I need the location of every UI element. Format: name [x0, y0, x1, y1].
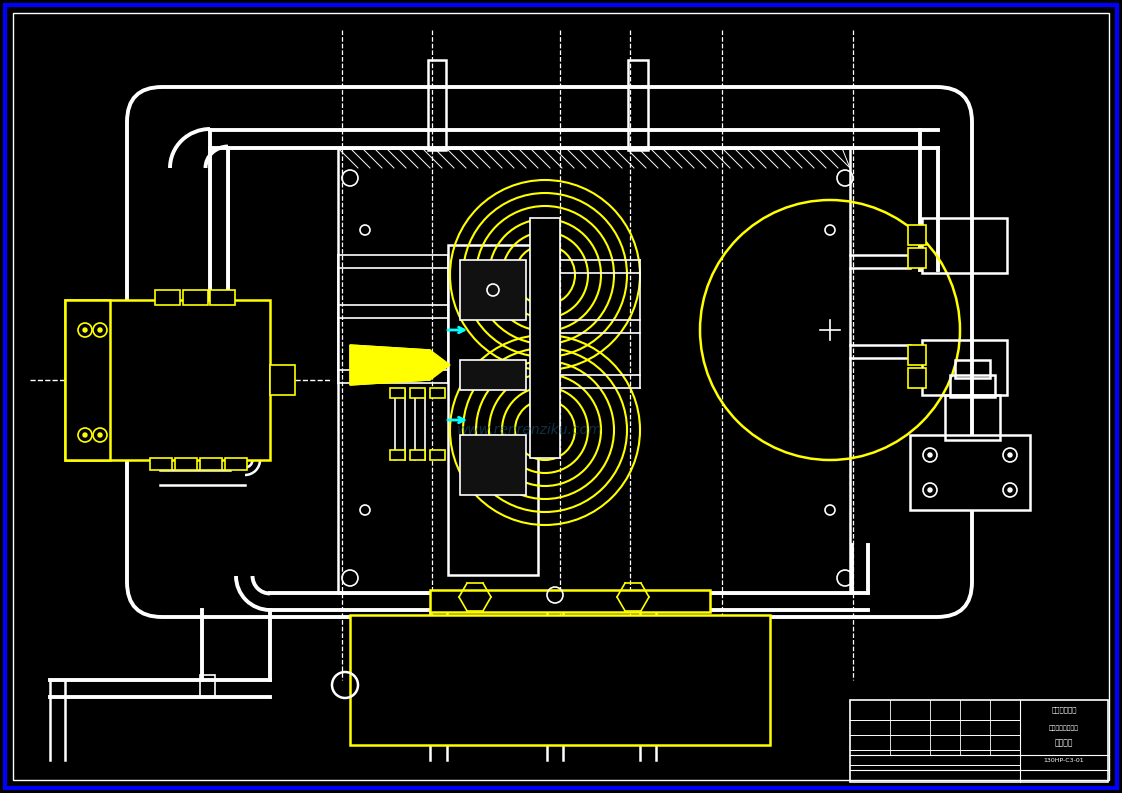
Circle shape	[928, 488, 932, 492]
Bar	[200, 675, 215, 697]
Bar	[430, 450, 445, 460]
Text: 湖南科技大学: 湖南科技大学	[1051, 707, 1077, 714]
Bar	[922, 340, 1008, 395]
Bar	[530, 218, 560, 458]
Bar	[155, 290, 180, 305]
Text: www.renrenziku.com: www.renrenziku.com	[458, 423, 603, 437]
Circle shape	[928, 453, 932, 457]
Bar	[410, 450, 425, 460]
Bar	[908, 345, 926, 365]
Bar	[226, 458, 247, 470]
Bar	[270, 365, 295, 395]
Bar	[150, 458, 172, 470]
Bar	[338, 148, 850, 593]
Text: 130HP-C3-01: 130HP-C3-01	[1043, 757, 1084, 763]
Bar	[427, 60, 447, 150]
Circle shape	[83, 328, 88, 332]
Bar	[430, 388, 445, 398]
Bar	[850, 700, 1109, 782]
Bar	[65, 300, 270, 460]
Bar	[183, 290, 208, 305]
Text: 机械液压转向装置: 机械液压转向装置	[1049, 726, 1079, 731]
Bar	[390, 450, 405, 460]
Bar	[200, 458, 222, 470]
Polygon shape	[350, 345, 430, 385]
Bar	[448, 245, 539, 575]
Bar	[410, 388, 425, 398]
Bar	[390, 388, 405, 398]
Bar	[175, 458, 197, 470]
Bar	[910, 435, 1030, 510]
Bar	[65, 300, 110, 460]
Bar	[460, 435, 526, 495]
Bar	[908, 368, 926, 388]
Bar	[460, 260, 526, 320]
FancyBboxPatch shape	[127, 87, 972, 617]
Bar	[430, 590, 710, 612]
Bar	[908, 225, 926, 245]
Bar	[955, 360, 990, 378]
Bar	[945, 395, 1000, 440]
Circle shape	[98, 433, 102, 437]
Bar	[350, 615, 770, 745]
Circle shape	[1008, 488, 1012, 492]
Bar	[210, 290, 234, 305]
Text: 液压系统: 液压系统	[1055, 738, 1074, 748]
Bar	[460, 360, 526, 390]
Bar	[628, 60, 649, 150]
Bar	[908, 248, 926, 268]
Circle shape	[98, 328, 102, 332]
Bar	[922, 218, 1008, 273]
Polygon shape	[350, 345, 450, 385]
Bar	[950, 375, 995, 397]
Circle shape	[83, 433, 88, 437]
Circle shape	[1008, 453, 1012, 457]
